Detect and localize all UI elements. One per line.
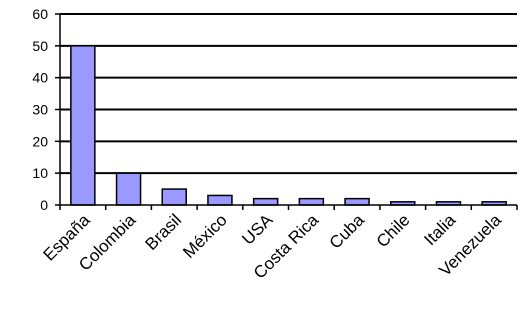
bar-costa-rica bbox=[298, 197, 325, 206]
x-category-label: Italia bbox=[420, 210, 459, 249]
x-category-label: Chile bbox=[373, 210, 414, 251]
y-tick-label: 10 bbox=[32, 165, 48, 181]
bars bbox=[70, 45, 507, 206]
y-tick-label: 40 bbox=[32, 70, 48, 86]
x-category-label: Cuba bbox=[326, 210, 369, 253]
axes bbox=[55, 13, 518, 210]
y-tick-label: 0 bbox=[40, 197, 48, 213]
y-tick-label: 50 bbox=[32, 38, 48, 54]
bar-méxico bbox=[207, 194, 233, 206]
gridlines bbox=[60, 13, 517, 175]
bar-colombia bbox=[115, 172, 142, 206]
x-category-label: México bbox=[179, 210, 231, 262]
x-category-label: Brasil bbox=[142, 210, 185, 253]
bar-españa bbox=[70, 45, 96, 206]
y-tick-label: 20 bbox=[32, 133, 48, 149]
x-category-label: USA bbox=[238, 210, 277, 249]
y-tick-labels: 0 10 20 30 40 50 60 bbox=[32, 6, 48, 213]
bar-cuba bbox=[344, 197, 370, 206]
bar-usa bbox=[252, 197, 279, 206]
y-tick-label: 60 bbox=[32, 6, 48, 22]
bar-brasil bbox=[161, 188, 187, 206]
y-tick-label: 30 bbox=[32, 102, 48, 118]
